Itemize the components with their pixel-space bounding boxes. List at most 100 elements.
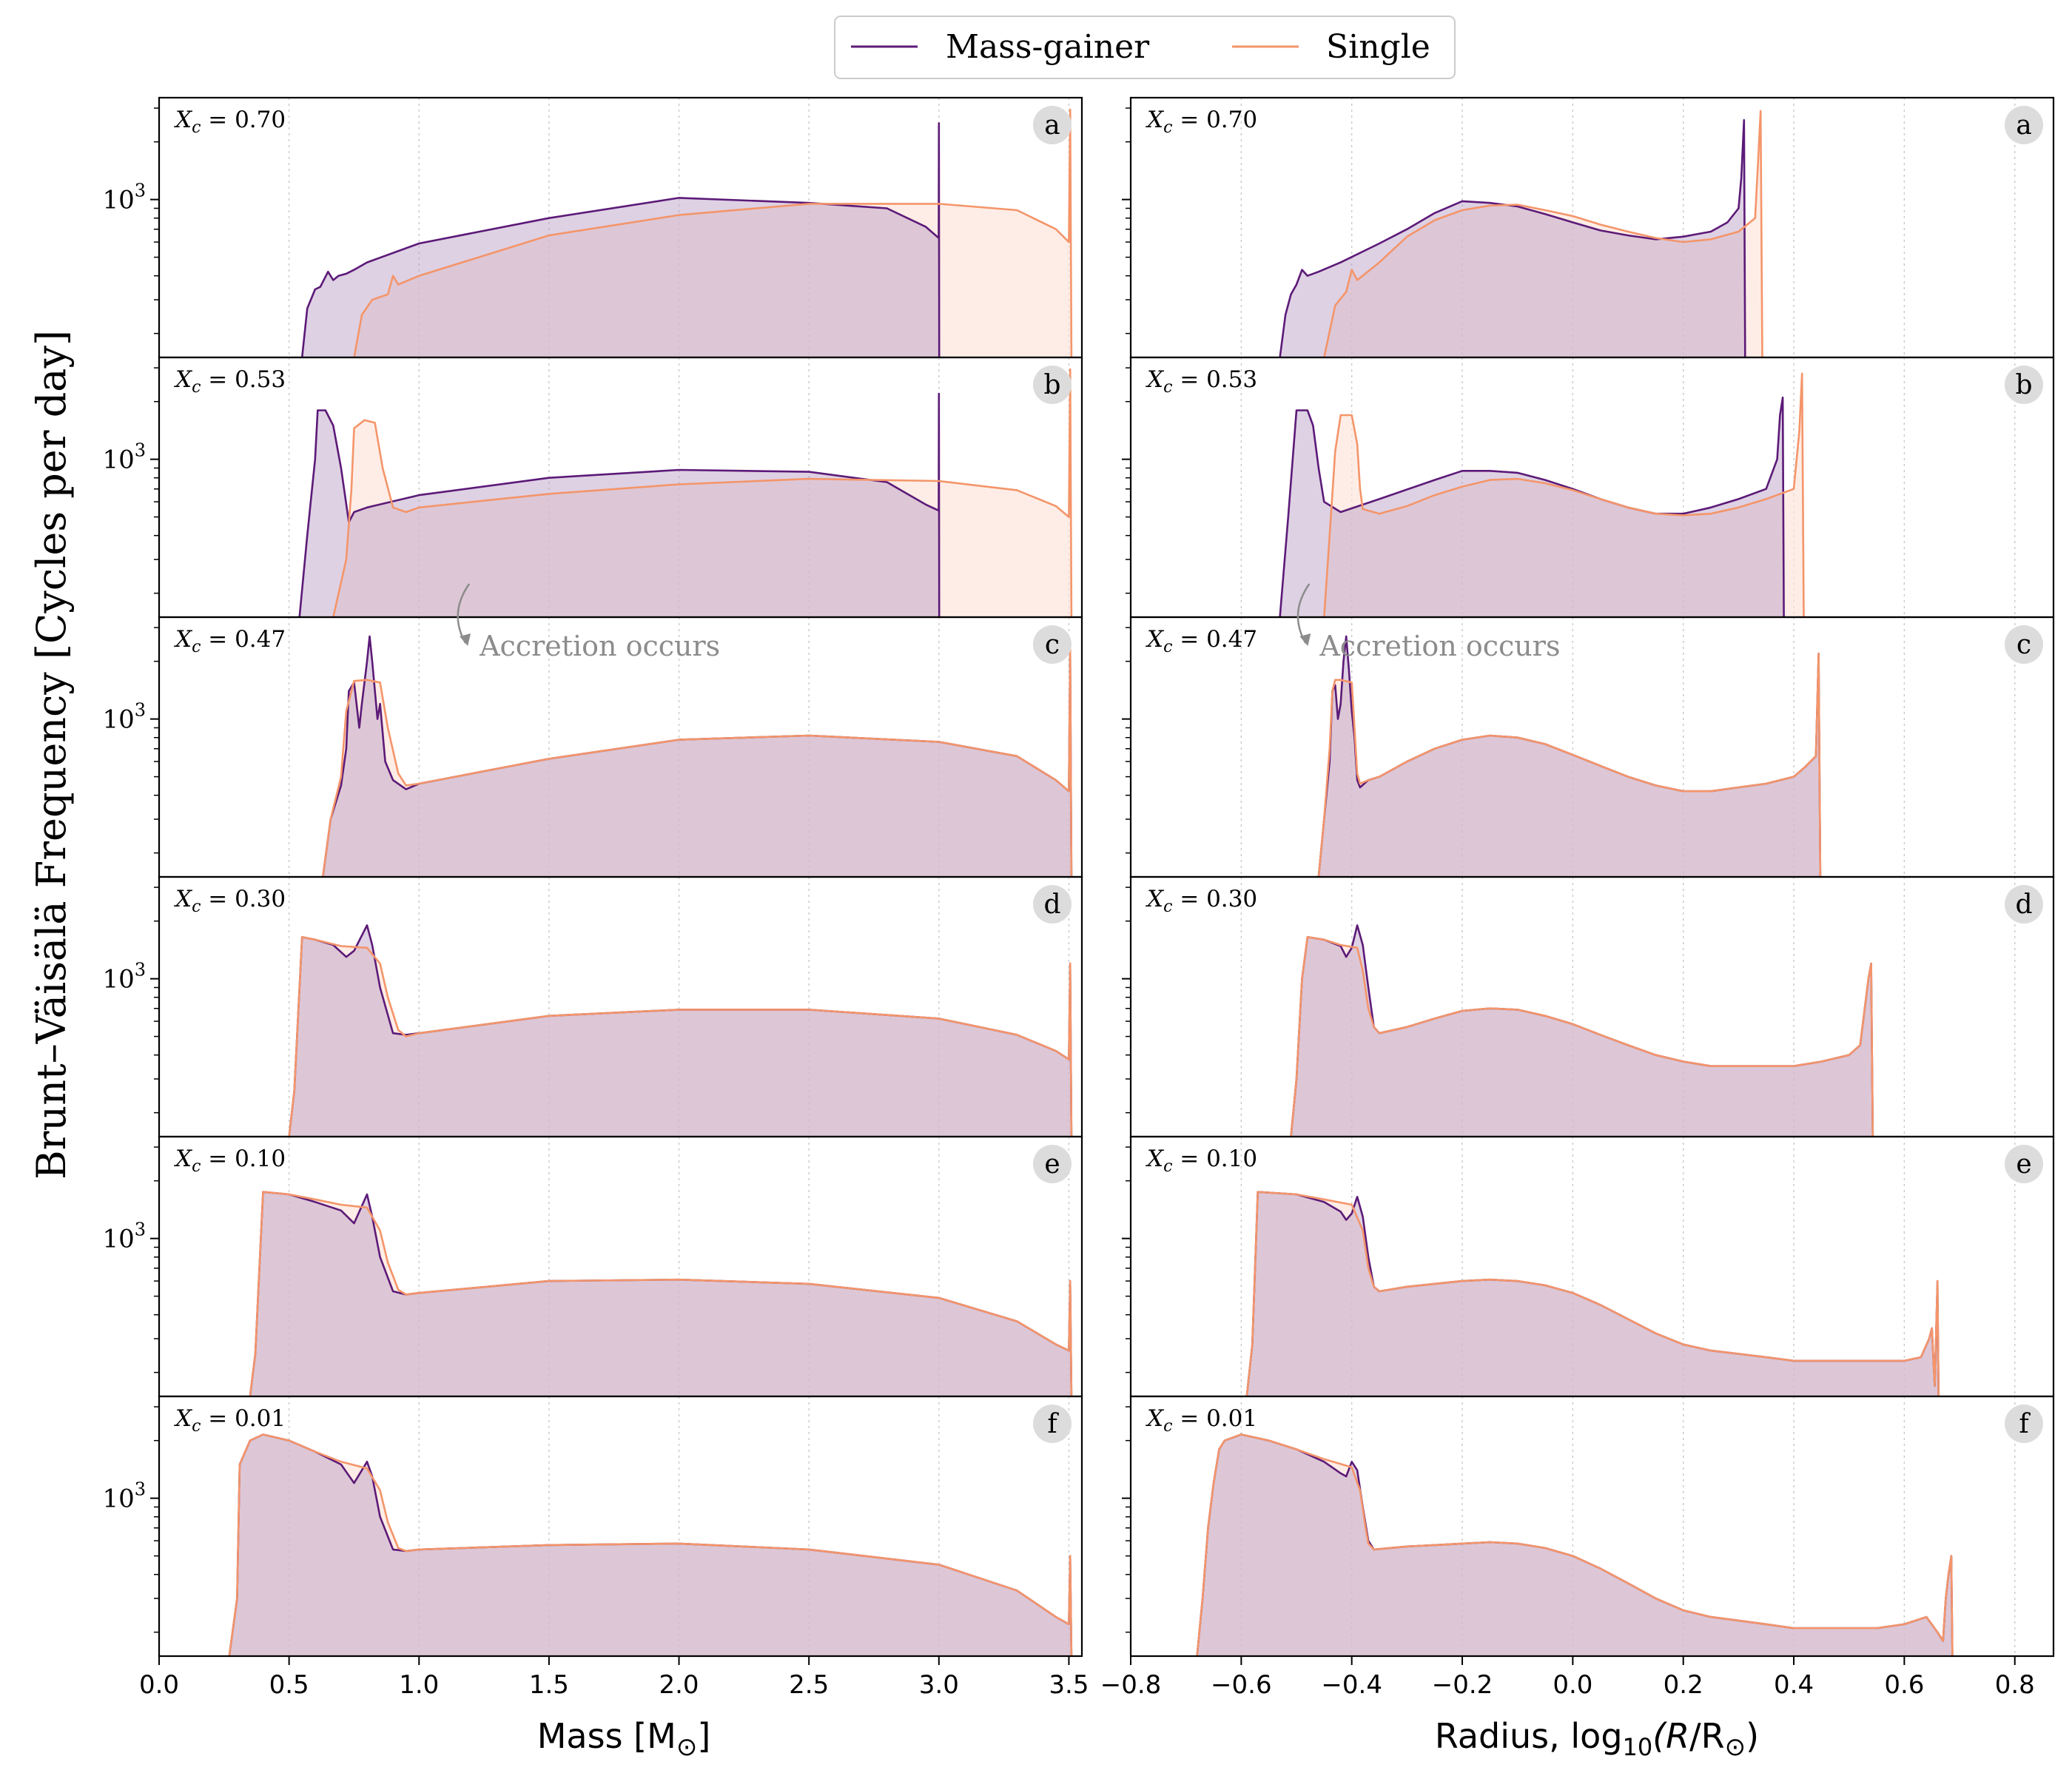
plot-area (300, 108, 1073, 357)
panel-a-col1: 103 Xc = 0.70 a (102, 96, 1083, 359)
single-fill (289, 937, 1072, 1137)
annotation-arrowhead (1299, 633, 1311, 646)
single-line (332, 368, 1073, 617)
x-axis-title-radius-d: ) (1746, 1716, 1759, 1756)
panel-letter: f (1047, 1409, 1059, 1439)
x-tick-label: 0.2 (1664, 1670, 1703, 1700)
mass-gainer-fill (1279, 120, 1746, 357)
panel-b-col1: 103 Xc = 0.53 b (102, 356, 1083, 619)
x-tick-label: 0.5 (269, 1670, 309, 1700)
xc-subscript: c (1163, 378, 1172, 397)
panel-letter-badge (2005, 885, 2043, 924)
xc-value: = 0.01 (201, 1405, 286, 1432)
xc-value: = 0.70 (1172, 107, 1257, 133)
plot-area (1290, 924, 1874, 1137)
x-tick-label: 1.0 (399, 1670, 439, 1700)
x-tick-label: 2.0 (659, 1670, 699, 1700)
panel-letter: b (1043, 370, 1060, 400)
xc-value: = 0.47 (1172, 626, 1257, 653)
panel-letter-badge (2005, 625, 2043, 664)
y-tick-exponent: 3 (135, 700, 146, 721)
panel-e-col1: 103 Xc = 0.10 e (102, 1135, 1083, 1398)
plot-area (228, 1433, 1073, 1656)
xc-value: = 0.01 (1172, 1405, 1257, 1432)
xc-label: Xc = 0.10 (174, 1146, 286, 1176)
plot-area (1245, 1191, 1940, 1396)
mass-gainer-fill (299, 394, 940, 617)
x-axis-title-mass-text: Mass [M (537, 1716, 676, 1756)
y-tick-label: 103 (102, 700, 146, 735)
xc-symbol: X (174, 1146, 193, 1172)
mass-gainer-fill (1246, 1191, 1939, 1396)
single-line (1323, 372, 1805, 617)
xc-label: Xc = 0.30 (1146, 886, 1257, 916)
single-fill (229, 1434, 1072, 1656)
x-axis-title-radius-sun: ⊙ (1725, 1732, 1746, 1762)
y-tick-base: 10 (102, 1225, 134, 1254)
x-axis-title-radius: Radius, log10(R/R⊙) (1435, 1716, 1759, 1762)
single-line (1196, 1433, 1954, 1656)
single-fill (1324, 373, 1804, 617)
single-fill (1197, 1434, 1953, 1656)
single-fill (323, 650, 1072, 877)
plot-area (249, 1191, 1073, 1396)
panel-frame (158, 1395, 1083, 1658)
xc-subscript: c (192, 898, 201, 916)
single-fill (1246, 1191, 1939, 1396)
mass-gainer-fill (289, 925, 1072, 1137)
xc-value: = 0.47 (201, 626, 286, 653)
x-tick-label: 0.0 (1553, 1670, 1592, 1700)
xc-label: Xc = 0.53 (174, 366, 286, 397)
plot-area (298, 368, 1073, 617)
mass-gainer-fill (1318, 636, 1820, 877)
single-line (288, 936, 1073, 1137)
xc-value: = 0.53 (1172, 366, 1257, 393)
y-tick-exponent: 3 (135, 440, 146, 461)
x-axis-title-radius-sub: 10 (1623, 1733, 1653, 1761)
panel-letter: e (2016, 1149, 2031, 1180)
panel-letter: e (1044, 1149, 1060, 1180)
x-tick-label: 3.0 (919, 1670, 959, 1700)
y-tick-base: 10 (102, 445, 134, 475)
panel-d-col1: 103 Xc = 0.30 d (102, 875, 1083, 1138)
x-tick-label: −0.2 (1432, 1670, 1493, 1700)
legend: Mass-gainer Single (834, 16, 1456, 79)
y-tick-base: 10 (102, 186, 134, 215)
panel-letter-badge (1033, 625, 1072, 664)
mass-gainer-fill (1279, 397, 1784, 617)
y-tick-exponent: 3 (135, 960, 146, 980)
xc-value: = 0.53 (201, 366, 286, 393)
panel-letter: d (1043, 889, 1060, 920)
y-tick-base: 10 (102, 1484, 134, 1514)
panel-letter: d (2015, 889, 2032, 920)
xc-subscript: c (1163, 118, 1172, 137)
panel-letter-badge (1033, 366, 1072, 404)
x-axis-title-radius-a: Radius, log (1435, 1716, 1623, 1756)
legend-label-mass-gainer: Mass-gainer (946, 28, 1150, 66)
x-tick-label: −0.4 (1321, 1670, 1382, 1700)
plot-area (1317, 635, 1822, 877)
xc-subscript: c (1163, 638, 1172, 656)
x-tick-label: −0.6 (1211, 1670, 1272, 1700)
xc-subscript: c (192, 1417, 201, 1436)
y-tick-label: 103 (102, 1220, 146, 1254)
xc-label: Xc = 0.70 (174, 107, 286, 137)
single-line (353, 108, 1073, 357)
y-tick-exponent: 3 (135, 1479, 146, 1500)
y-tick-label: 103 (102, 181, 146, 215)
panel-f-col1: 103 Xc = 0.01 f 0.0 0.5 1.0 1.5 2.0 2.5 3.0 3.5 (102, 1395, 1089, 1700)
y-tick-exponent: 3 (135, 1220, 146, 1240)
y-tick-base: 10 (102, 705, 134, 735)
panel-letter-badge (2005, 1405, 2043, 1443)
panel-a-col2: Xc = 0.70 a (1122, 96, 2055, 359)
xc-symbol: X (174, 1405, 193, 1432)
xc-value: = 0.10 (201, 1146, 286, 1172)
panel-letter-badge (2005, 106, 2043, 144)
mass-gainer-fill (1291, 925, 1873, 1137)
panel-letter-badge (2005, 366, 2043, 404)
annotation-arrowhead (460, 633, 471, 646)
x-axis-title-mass: Mass [M⊙] (537, 1716, 711, 1762)
y-tick-label: 103 (102, 1479, 146, 1514)
